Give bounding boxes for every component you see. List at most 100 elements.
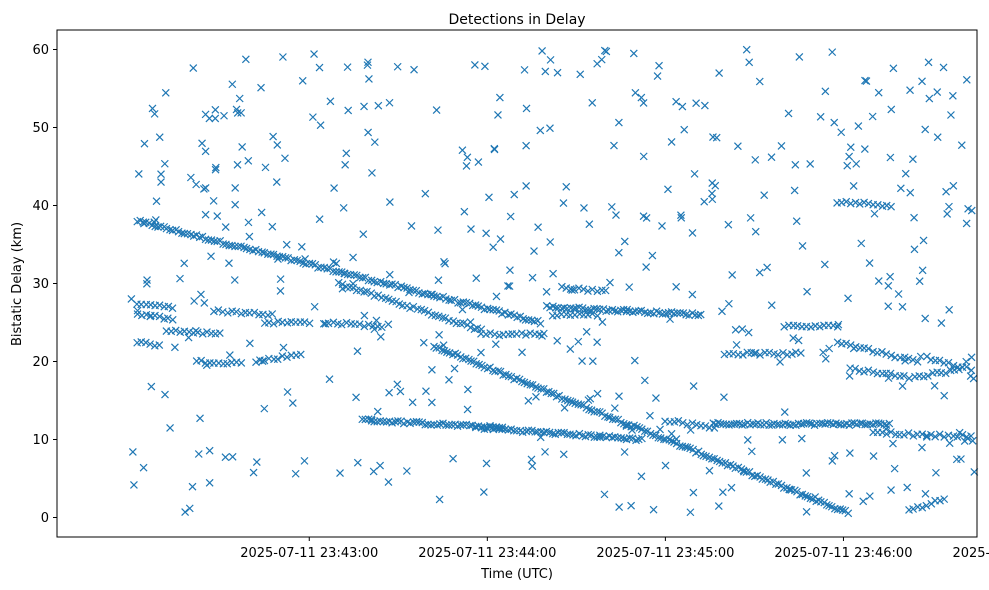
data-point-marker <box>278 352 287 360</box>
data-point-marker <box>233 109 242 117</box>
data-point-marker <box>157 178 165 187</box>
data-point-marker <box>969 374 978 383</box>
data-point-marker <box>532 392 540 401</box>
data-point-marker <box>967 353 976 362</box>
data-point-marker <box>510 190 519 199</box>
data-point-marker <box>738 325 747 334</box>
data-point-marker <box>268 310 277 318</box>
data-point-marker <box>300 456 309 465</box>
data-point-marker <box>601 286 610 295</box>
data-point-marker <box>832 419 840 428</box>
data-point-marker <box>257 83 265 92</box>
data-point-marker <box>755 77 764 86</box>
data-point-marker <box>376 461 385 470</box>
data-point-marker <box>884 374 893 383</box>
data-point-marker <box>789 334 798 342</box>
data-point-marker <box>517 329 526 338</box>
data-point-marker <box>873 200 882 209</box>
data-point-marker <box>658 310 667 318</box>
data-point-marker <box>249 468 258 477</box>
data-point-marker <box>899 371 908 380</box>
data-point-marker <box>927 430 935 439</box>
data-point-marker <box>830 451 839 460</box>
data-point-marker <box>868 112 877 121</box>
data-point-marker <box>445 375 453 384</box>
data-point-marker <box>402 467 411 475</box>
data-point-marker <box>724 299 733 308</box>
data-point-marker <box>603 412 612 421</box>
data-point-marker <box>471 422 480 431</box>
data-point-marker <box>323 264 332 273</box>
data-point-marker <box>300 318 309 326</box>
data-point-marker <box>364 58 372 67</box>
y-tick-label: 50 <box>32 121 49 136</box>
data-point-marker <box>522 104 531 113</box>
data-point-marker <box>490 330 499 339</box>
data-point-marker <box>676 211 685 220</box>
data-point-marker <box>209 307 218 316</box>
data-point-marker <box>191 326 200 335</box>
data-point-marker <box>634 307 643 316</box>
data-point-marker <box>360 102 368 111</box>
data-point-marker <box>409 286 418 295</box>
data-point-marker <box>215 329 224 337</box>
data-point-marker <box>790 186 799 195</box>
data-point-marker <box>823 418 832 427</box>
data-point-marker <box>812 419 821 428</box>
data-point-marker <box>738 351 747 359</box>
data-point-marker <box>842 197 851 206</box>
data-point-marker <box>201 147 210 156</box>
data-point-marker <box>686 426 695 434</box>
data-point-marker <box>623 305 632 314</box>
data-point-marker <box>655 61 663 70</box>
data-point-marker <box>945 439 954 448</box>
data-point-marker <box>844 294 852 303</box>
data-point-marker <box>767 301 776 310</box>
data-point-marker <box>241 55 250 64</box>
data-point-marker <box>196 414 204 423</box>
data-point-marker <box>631 88 640 97</box>
data-point-marker <box>585 220 594 229</box>
data-point-marker <box>610 141 618 150</box>
data-point-marker <box>232 307 241 316</box>
data-point-marker <box>901 169 910 178</box>
data-point-marker <box>801 492 810 500</box>
data-point-marker <box>791 160 800 169</box>
y-tick-label: 20 <box>32 355 49 370</box>
data-point-marker <box>563 396 572 405</box>
data-point-marker <box>384 478 393 486</box>
data-point-marker <box>714 502 723 510</box>
data-point-marker <box>482 459 491 468</box>
data-point-marker <box>230 276 239 284</box>
data-point-marker <box>279 343 288 352</box>
data-point-marker <box>869 452 878 460</box>
data-point-marker <box>577 400 585 409</box>
data-point-marker <box>732 340 741 349</box>
data-point-marker <box>427 421 435 429</box>
data-point-marker <box>845 449 854 458</box>
data-point-marker <box>588 98 597 107</box>
data-point-marker <box>553 336 562 345</box>
data-point-marker <box>220 111 228 120</box>
data-point-marker <box>141 338 150 347</box>
data-point-marker <box>633 422 641 431</box>
data-point-marker <box>962 75 971 84</box>
data-point-marker <box>385 388 394 397</box>
data-point-marker <box>546 55 555 64</box>
data-point-marker <box>435 495 444 504</box>
data-point-marker <box>865 492 874 501</box>
data-point-marker <box>640 376 649 385</box>
data-point-marker <box>886 272 895 281</box>
data-point-marker <box>700 101 709 110</box>
data-point-marker <box>458 146 467 155</box>
data-point-marker <box>297 242 306 251</box>
data-point-marker <box>245 232 254 241</box>
data-point-marker <box>364 320 373 329</box>
data-point-marker <box>913 357 922 366</box>
data-point-marker <box>338 284 347 293</box>
data-point-marker <box>819 348 828 357</box>
data-point-marker <box>288 399 297 407</box>
data-point-marker <box>700 197 709 206</box>
data-point-marker <box>747 447 756 456</box>
